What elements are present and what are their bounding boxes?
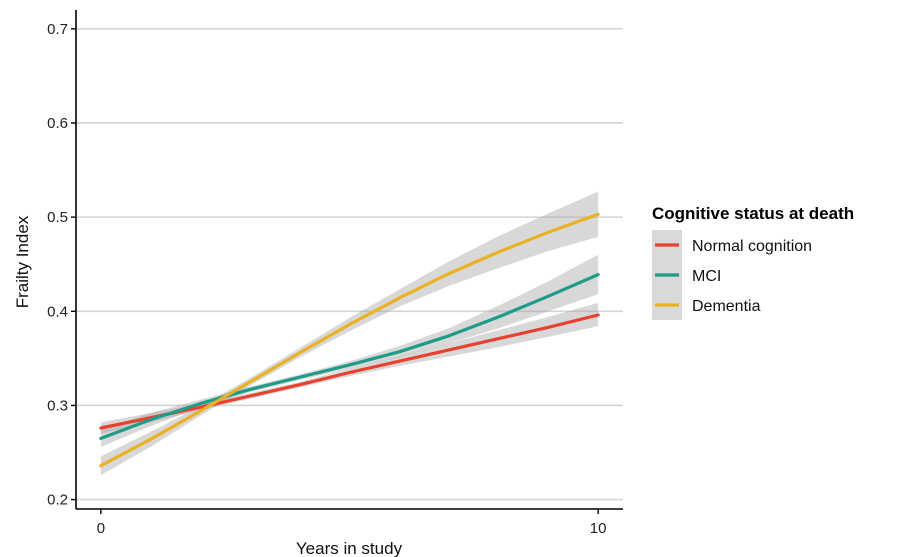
y-tick-label: 0.2 [47, 492, 68, 509]
y-tick-label: 0.3 [47, 397, 68, 414]
y-tick-label: 0.4 [47, 303, 68, 320]
axes [75, 10, 623, 510]
series-line [99, 313, 600, 430]
x-tick-label: 10 [590, 520, 607, 537]
legend: Cognitive status at death Normal cogniti… [652, 204, 854, 320]
y-tick-label: 0.6 [47, 115, 68, 132]
ticks: 0.2 0.3 0.4 0.5 0.6 0.7 0 10 [47, 21, 606, 537]
legend-items: Normal cognition MCI Dementia [655, 238, 812, 315]
legend-title: Cognitive status at death [652, 204, 854, 223]
series-line [99, 212, 600, 468]
x-tick-label: 0 [97, 520, 105, 537]
confidence-band [100, 254, 599, 447]
series-lines [99, 212, 600, 468]
legend-label: MCI [692, 268, 721, 285]
series-line [99, 273, 600, 440]
gridlines [76, 28, 623, 501]
x-axis-title: Years in study [296, 539, 403, 557]
legend-label: Dementia [692, 298, 761, 315]
legend-label: Normal cognition [692, 238, 812, 255]
y-tick-label: 0.7 [47, 21, 68, 38]
y-axis-title: Frailty Index [13, 215, 32, 308]
y-tick-label: 0.5 [47, 209, 68, 226]
